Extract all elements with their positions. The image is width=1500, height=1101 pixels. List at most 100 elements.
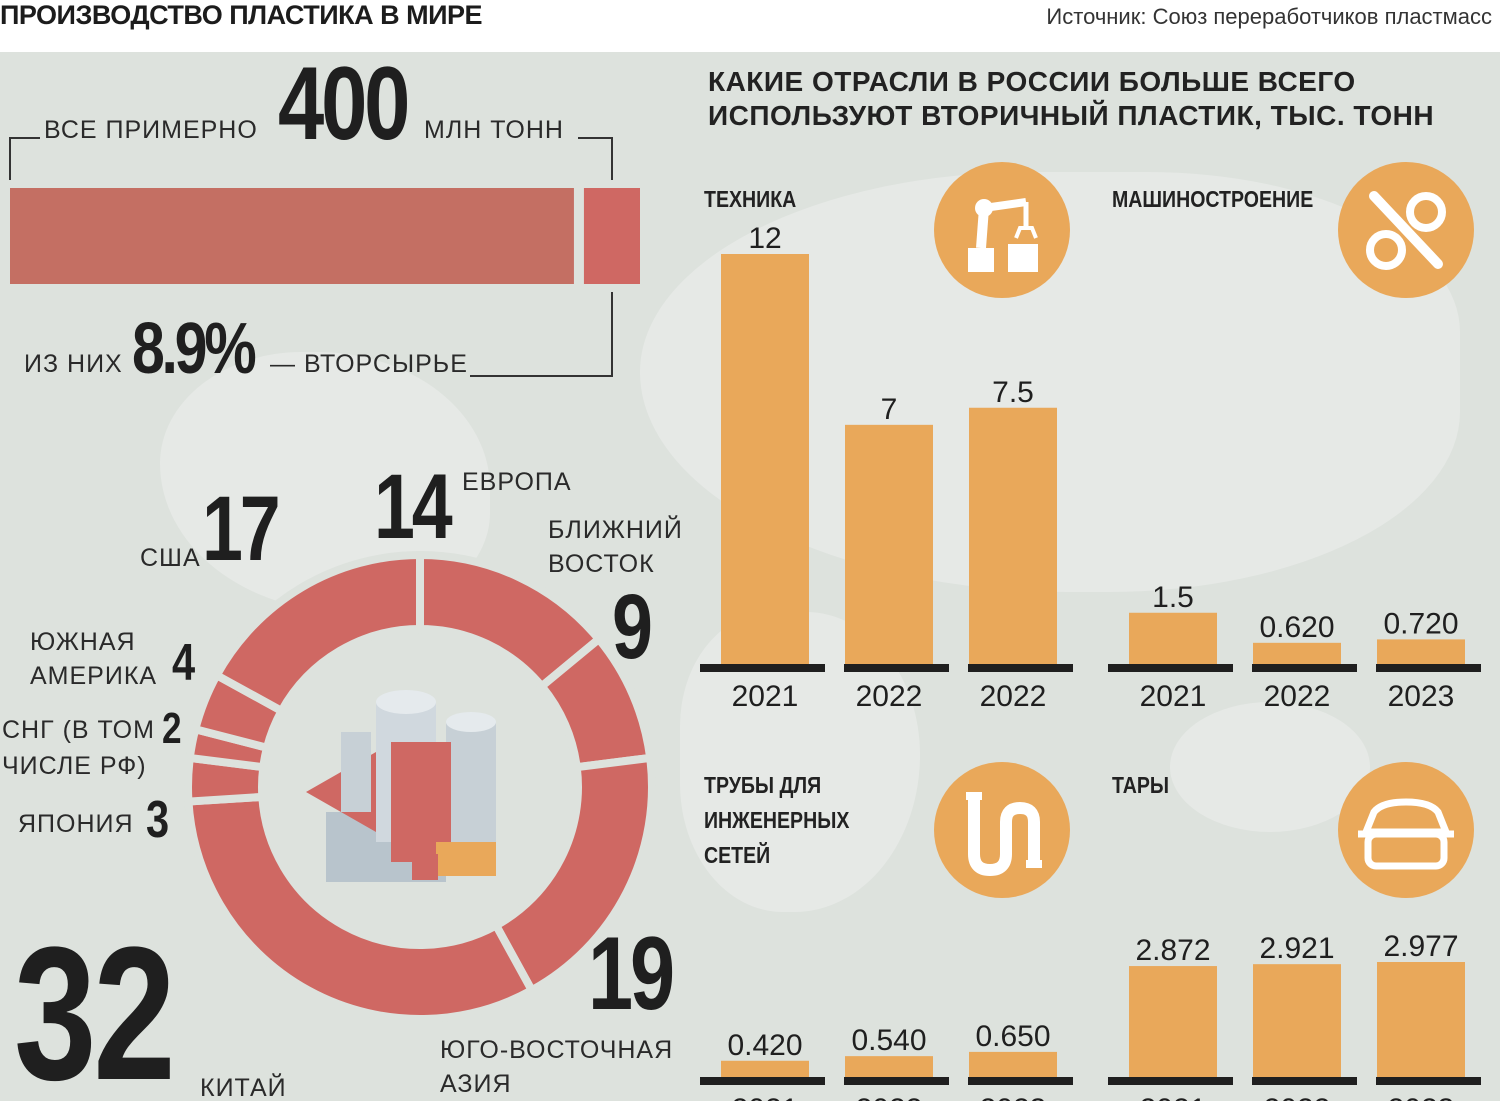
value-japan: 3 xyxy=(146,791,169,849)
bar-0 xyxy=(1129,612,1217,664)
bar-value-label-0: 0.420 xyxy=(727,1029,802,1062)
baseline-2 xyxy=(968,1077,1073,1085)
total-bracket xyxy=(9,137,613,377)
donut-slice-china xyxy=(184,792,538,1023)
title-technika: ТЕХНИКА xyxy=(704,186,797,212)
regions-donut-chart xyxy=(184,550,656,1023)
total-bar-recycled xyxy=(583,188,640,284)
label-europe: ЕВРОПА xyxy=(462,468,572,496)
bar-value-label-2: 0.720 xyxy=(1383,607,1458,640)
label-cis-1: СНГ (В ТОМ xyxy=(2,716,155,744)
source-note: Источник: Союз переработчиков пластмасс xyxy=(1046,4,1492,29)
bar-0 xyxy=(1129,966,1217,1077)
bar-1 xyxy=(1253,642,1341,664)
bar-value-label-2: 2.977 xyxy=(1383,930,1458,963)
share-value: 8.9% xyxy=(132,309,257,389)
header: ПРОИЗВОДСТВО ПЛАСТИКА В МИРЕ Источник: С… xyxy=(0,0,1500,52)
value-south-america: 4 xyxy=(172,634,195,692)
year-label-0: 2021 xyxy=(1140,1093,1207,1101)
chart-truby: 0.420 2021 0.540 2022 0.650 2023 xyxy=(700,1020,1073,1101)
baseline-1 xyxy=(844,1077,949,1085)
bar-0 xyxy=(721,254,809,664)
donut-slice-usa xyxy=(211,550,424,717)
bar-1 xyxy=(845,424,933,664)
pipe-icon xyxy=(934,762,1070,898)
value-usa: 17 xyxy=(202,478,281,580)
title-truby-1: ТРУБЫ ДЛЯ xyxy=(704,772,822,798)
label-south-america-2: АМЕРИКА xyxy=(30,662,158,690)
label-middle-east-1: БЛИЖНИЙ xyxy=(548,516,683,544)
total-bar xyxy=(10,188,640,284)
chart-mashinostroenie: 1.5 2021 0.620 2022 0.720 2023 xyxy=(1108,581,1481,713)
bar-value-label-2: 0.650 xyxy=(975,1020,1050,1053)
baseline-2 xyxy=(1376,664,1481,672)
russia-heading-line2: ИСПОЛЬЗУЮТ ВТОРИЧНЫЙ ПЛАСТИК, ТЫС. ТОНН xyxy=(708,100,1435,131)
bar-0 xyxy=(721,1060,809,1077)
title-mashinostroenie: МАШИНОСТРОЕНИЕ xyxy=(1112,186,1314,212)
gears-wrench-icon xyxy=(1338,162,1474,298)
year-label-2: 2023 xyxy=(1388,1093,1455,1101)
total-value: 400 xyxy=(278,52,410,162)
russia-heading-line1: КАКИЕ ОТРАСЛИ В РОССИИ БОЛЬШЕ ВСЕГО xyxy=(708,66,1356,97)
baseline-0 xyxy=(700,1077,825,1085)
baseline-2 xyxy=(968,664,1073,672)
chart-tary: 2.872 2021 2.921 2022 2.977 2023 xyxy=(1108,930,1481,1101)
bar-1 xyxy=(845,1056,933,1077)
title-truby-2: ИНЖЕНЕРНЫХ xyxy=(704,807,850,833)
year-label-0: 2021 xyxy=(1140,680,1207,713)
value-middle-east: 9 xyxy=(612,576,653,678)
baseline-1 xyxy=(844,664,949,672)
label-south-america-1: ЮЖНАЯ xyxy=(30,628,136,656)
year-label-2: 2023 xyxy=(980,1093,1047,1101)
label-middle-east-2: ВОСТОК xyxy=(548,550,655,578)
label-usa: США xyxy=(140,544,201,572)
title-tary: ТАРЫ xyxy=(1112,772,1170,798)
bar-value-label-0: 2.872 xyxy=(1135,934,1210,967)
total-unit: МЛН ТОНН xyxy=(424,116,564,144)
bar-value-label-1: 7 xyxy=(881,393,898,426)
bar-2 xyxy=(1377,639,1465,664)
bar-value-label-1: 0.620 xyxy=(1259,611,1334,644)
label-japan: ЯПОНИЯ xyxy=(18,810,134,838)
share-suffix: — ВТОРСЫРЬЕ xyxy=(270,350,468,378)
factory-illustration xyxy=(306,690,496,882)
year-label-0: 2021 xyxy=(732,1093,799,1101)
value-sea: 19 xyxy=(588,916,675,1032)
label-sea-1: ЮГО-ВОСТОЧНАЯ xyxy=(440,1036,674,1064)
year-label-0: 2021 xyxy=(732,680,799,713)
content-panel: ВСЕ ПРИМЕРНО 400 МЛН ТОНН ИЗ НИХ 8.9% — … xyxy=(0,52,1500,1101)
title-truby-3: СЕТЕЙ xyxy=(704,842,771,868)
baseline-1 xyxy=(1252,1077,1357,1085)
year-label-1: 2022 xyxy=(856,1093,923,1101)
year-label-2: 2023 xyxy=(1388,680,1455,713)
chart-technika: 12 2021 7 2022 7.5 2022 xyxy=(700,222,1073,713)
share-prefix: ИЗ НИХ xyxy=(24,350,123,378)
label-cis-2: ЧИСЛЕ РФ) xyxy=(2,752,147,780)
value-cis: 2 xyxy=(162,704,182,753)
bar-value-label-0: 1.5 xyxy=(1152,581,1194,614)
year-label-1: 2022 xyxy=(1264,680,1331,713)
year-label-2: 2022 xyxy=(980,680,1047,713)
robot-arm-icon xyxy=(934,162,1070,298)
baseline-0 xyxy=(1108,664,1233,672)
label-sea-2: АЗИЯ xyxy=(440,1070,512,1098)
bar-2 xyxy=(1377,962,1465,1077)
bar-1 xyxy=(1253,964,1341,1077)
food-container-icon xyxy=(1338,762,1474,898)
total-bar-primary xyxy=(10,188,574,284)
bar-value-label-1: 2.921 xyxy=(1259,932,1334,965)
bar-value-label-1: 0.540 xyxy=(851,1024,926,1057)
page-title: ПРОИЗВОДСТВО ПЛАСТИКА В МИРЕ xyxy=(0,0,483,30)
baseline-0 xyxy=(700,664,825,672)
bar-value-label-2: 7.5 xyxy=(992,376,1034,409)
value-europe: 14 xyxy=(374,456,453,558)
bar-2 xyxy=(969,1051,1057,1077)
label-china: КИТАЙ xyxy=(200,1074,287,1101)
year-label-1: 2022 xyxy=(856,680,923,713)
world-map-australia xyxy=(1170,702,1370,832)
bar-value-label-0: 12 xyxy=(748,222,781,255)
baseline-2 xyxy=(1376,1077,1481,1085)
value-china: 32 xyxy=(14,908,176,1101)
baseline-1 xyxy=(1252,664,1357,672)
